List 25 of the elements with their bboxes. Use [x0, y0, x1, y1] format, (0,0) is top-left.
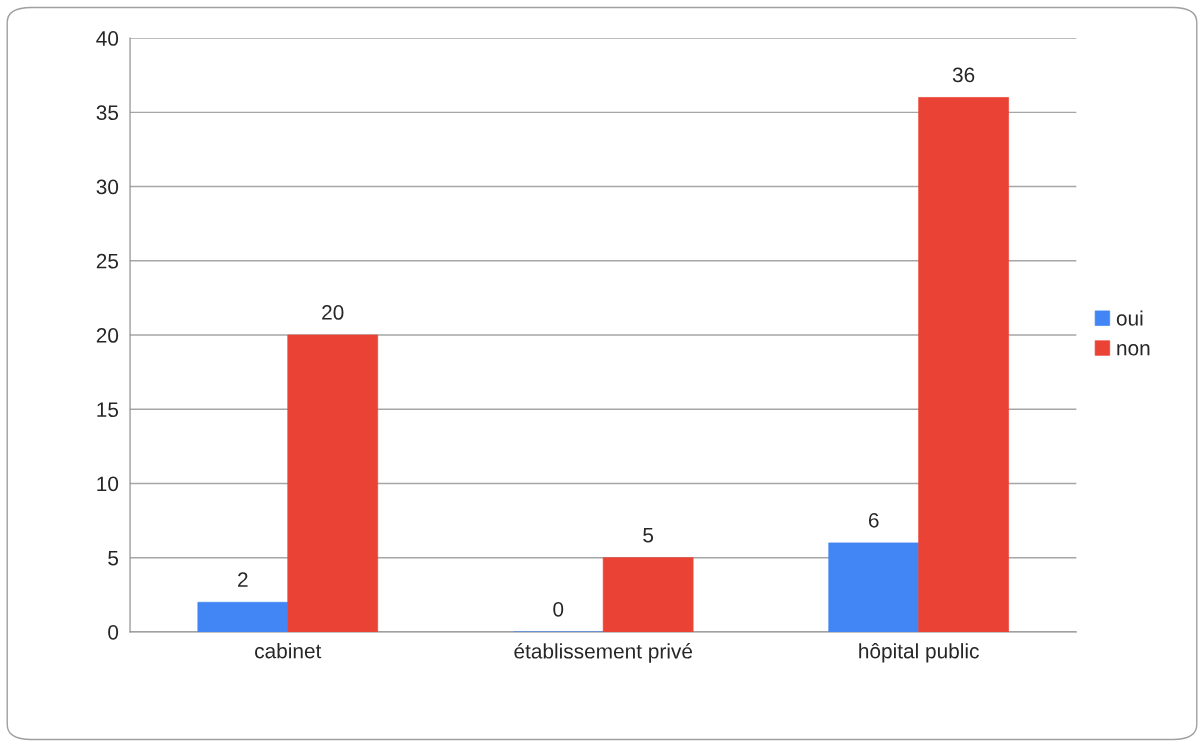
data-label: 2: [238, 572, 248, 587]
data-label: 6: [868, 512, 879, 528]
y-tick-label: 35: [96, 105, 119, 121]
y-tick-label: 20: [96, 328, 119, 343]
bar: [828, 542, 919, 632]
data-label: 5: [643, 527, 654, 543]
x-tick-label: cabinet: [255, 643, 322, 659]
y-tick-label: 25: [96, 253, 119, 269]
data-label: 36: [952, 67, 975, 83]
bar: [602, 557, 694, 632]
bar: [918, 97, 1009, 632]
x-tick-label: hôpital public: [859, 643, 979, 663]
data-label: 20: [322, 305, 344, 320]
y-tick-label: 10: [97, 476, 119, 492]
x-tick-label: établissement privé: [514, 643, 693, 663]
y-tick-label: 0: [108, 624, 119, 640]
legend-label: non: [1117, 344, 1150, 356]
legend-label: oui: [1116, 310, 1143, 326]
bar: [287, 334, 379, 632]
y-tick-label: 40: [96, 31, 119, 46]
y-tick-label: 5: [108, 550, 119, 566]
bar: [197, 601, 289, 632]
data-label: 0: [553, 601, 564, 617]
y-tick-label: 15: [97, 402, 119, 418]
y-tick-label: 30: [96, 179, 119, 195]
